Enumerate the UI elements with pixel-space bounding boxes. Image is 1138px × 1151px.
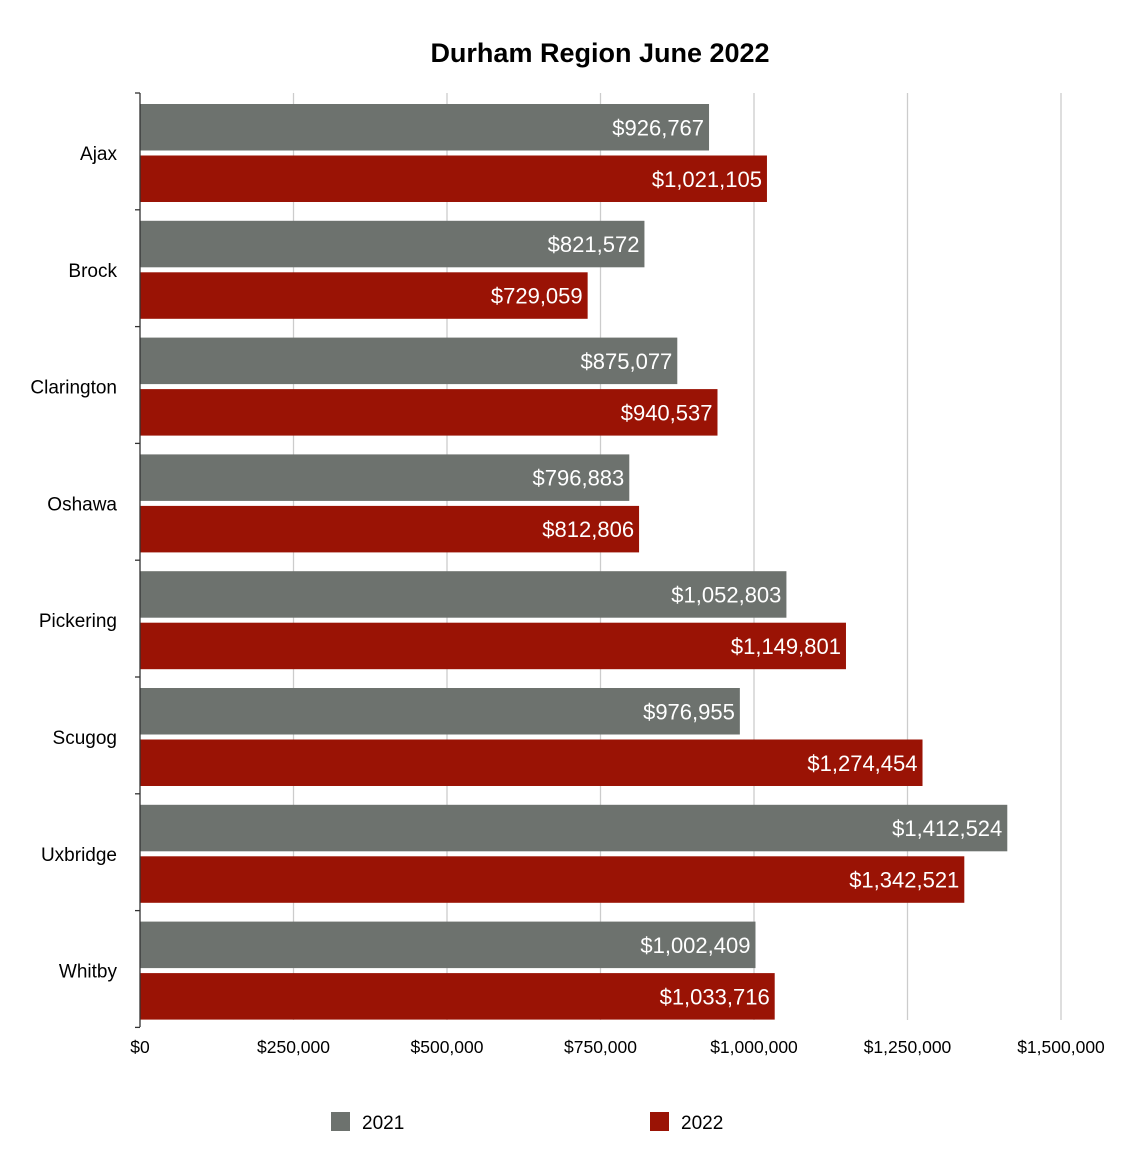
data-label: $1,002,409 — [640, 933, 750, 958]
x-tick-label: $1,250,000 — [864, 1037, 952, 1057]
data-label: $821,572 — [548, 232, 640, 257]
x-tick-label: $1,000,000 — [710, 1037, 798, 1057]
bar-2021 — [140, 571, 787, 618]
bar-2021 — [140, 688, 740, 735]
category-label: Clarington — [30, 378, 117, 399]
data-label: $1,021,105 — [652, 167, 762, 192]
axes: $0 $250,000 $500,000 $750,000 $1,000,000 $1,2… — [30, 92, 1105, 1057]
data-label: $729,059 — [491, 284, 583, 309]
bar-2021 — [140, 337, 678, 385]
data-label: $1,052,803 — [671, 582, 781, 607]
category-label: Pickering — [39, 611, 117, 632]
category-label: Uxbridge — [41, 845, 117, 866]
x-tick-label: $1,500,000 — [1017, 1037, 1105, 1057]
category-label: Ajax — [80, 144, 117, 165]
data-label: $1,412,524 — [892, 816, 1002, 841]
bar-2021 — [140, 104, 710, 151]
bar-2021 — [140, 921, 756, 969]
bar-2022 — [140, 856, 965, 903]
legend: 2021 2022 — [331, 1112, 723, 1134]
bar-2022 — [140, 505, 640, 553]
legend-label-2022: 2022 — [681, 1113, 723, 1134]
category-label: Brock — [68, 261, 117, 282]
data-label: $1,033,716 — [660, 984, 770, 1009]
category-label: Oshawa — [47, 494, 117, 515]
data-label: $796,883 — [533, 466, 625, 491]
data-label: $1,274,454 — [807, 751, 917, 776]
data-label: $812,806 — [542, 517, 634, 542]
data-label: $976,955 — [643, 699, 735, 724]
chart-title: Durham Region June 2022 — [430, 38, 769, 68]
bar-2021 — [140, 804, 1008, 852]
bar-2022 — [140, 155, 767, 202]
x-tick-label: $250,000 — [257, 1037, 330, 1057]
bar-2021 — [140, 220, 645, 268]
bar-2021 — [140, 454, 630, 501]
data-label: $1,149,801 — [731, 634, 841, 659]
bar-2022 — [140, 622, 846, 670]
data-label: $926,767 — [612, 115, 704, 140]
legend-label-2021: 2021 — [362, 1113, 404, 1134]
bar-2022 — [140, 739, 923, 786]
x-tick-label: $0 — [130, 1037, 150, 1057]
category-label: Whitby — [59, 962, 118, 983]
data-labels: $926,767 $821,572 $875,077 $796,883 $1,052,8… — [491, 115, 1002, 1009]
x-tick-label: $750,000 — [564, 1037, 637, 1057]
x-tick-label: $500,000 — [411, 1037, 484, 1057]
bar-2022 — [140, 389, 718, 436]
data-label: $1,342,521 — [849, 868, 959, 893]
category-label: Scugog — [53, 728, 117, 749]
bars — [140, 104, 1008, 1020]
legend-swatch-2021 — [331, 1112, 350, 1131]
data-label: $875,077 — [581, 349, 673, 374]
legend-swatch-2022 — [650, 1112, 669, 1131]
bar-2022 — [140, 973, 775, 1020]
data-label: $940,537 — [621, 400, 713, 425]
bar-2022 — [140, 272, 588, 319]
